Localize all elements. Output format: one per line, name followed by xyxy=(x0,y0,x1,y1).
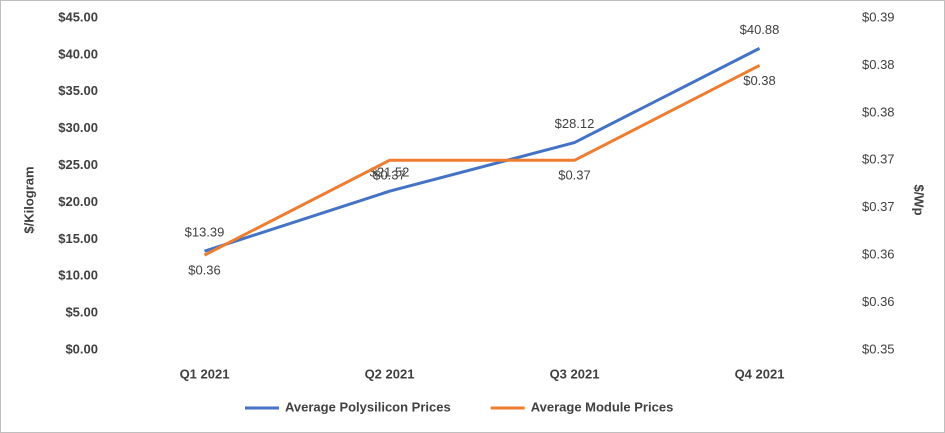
data-label: $21.52 xyxy=(370,165,410,180)
x-tick-label: Q2 2021 xyxy=(365,366,415,381)
x-tick-label: Q1 2021 xyxy=(180,366,230,381)
y-tick-label: $35.00 xyxy=(58,83,98,98)
series-line xyxy=(203,64,761,257)
y-tick-label: $0.00 xyxy=(65,341,98,356)
data-label: $28.12 xyxy=(555,116,595,131)
y2-tick-label: $0.38 xyxy=(862,57,895,72)
x-tick-label: Q4 2021 xyxy=(735,366,785,381)
data-label: $0.38 xyxy=(743,73,776,88)
y2-tick-label: $0.35 xyxy=(862,341,895,356)
legend-label: Average Polysilicon Prices xyxy=(285,399,451,414)
data-label: $40.88 xyxy=(740,22,780,37)
y-axis-title: $/Kilogram xyxy=(21,166,36,233)
y-tick-label: $30.00 xyxy=(58,120,98,135)
y2-tick-label: $0.39 xyxy=(862,9,895,24)
y-tick-label: $10.00 xyxy=(58,268,98,283)
legend-label: Average Module Prices xyxy=(531,399,674,414)
y2-tick-label: $0.36 xyxy=(862,294,895,309)
y-tick-label: $15.00 xyxy=(58,231,98,246)
x-tick-label: Q3 2021 xyxy=(550,366,600,381)
data-label: $0.36 xyxy=(188,263,221,278)
y-tick-label: $40.00 xyxy=(58,46,98,61)
y2-tick-label: $0.38 xyxy=(862,104,895,119)
data-label: $0.37 xyxy=(373,168,406,183)
y2-tick-label: $0.36 xyxy=(862,247,895,262)
data-label: $0.37 xyxy=(558,168,591,183)
series-line xyxy=(204,47,761,253)
y2-axis-title: $/Wp xyxy=(912,184,927,215)
y-tick-label: $5.00 xyxy=(65,305,98,320)
y-tick-label: $20.00 xyxy=(58,194,98,209)
y-tick-label: $25.00 xyxy=(58,157,98,172)
y-tick-label: $45.00 xyxy=(58,9,98,24)
y2-tick-label: $0.37 xyxy=(862,152,895,167)
data-label: $13.39 xyxy=(185,225,225,240)
y2-tick-label: $0.37 xyxy=(862,199,895,214)
